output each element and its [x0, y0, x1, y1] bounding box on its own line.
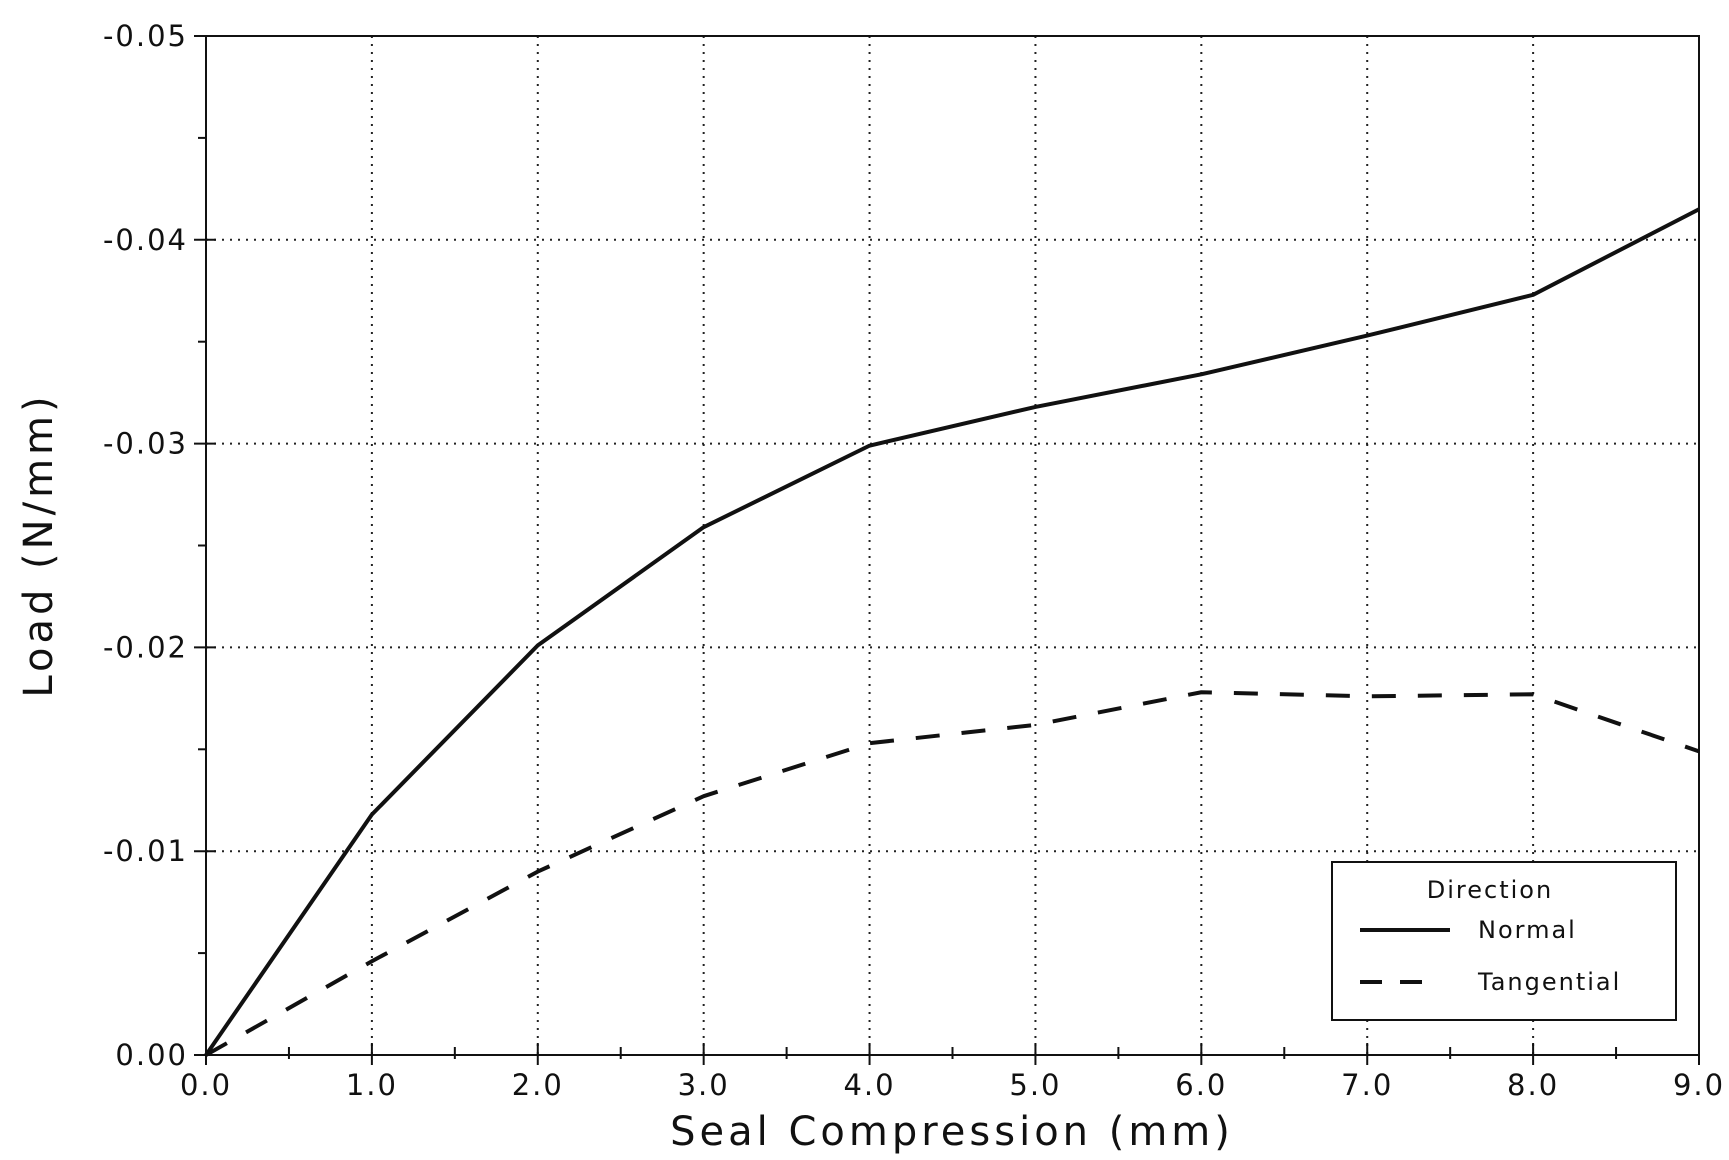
x-tick-label: 4.0 — [843, 1068, 895, 1102]
x-tick-label: 7.0 — [1341, 1068, 1393, 1102]
y-tick-label: -0.03 — [103, 427, 188, 461]
legend: Direction Normal Tangential — [1332, 862, 1676, 1020]
x-tick-label: 3.0 — [678, 1068, 730, 1102]
x-tick-label: 5.0 — [1009, 1068, 1061, 1102]
x-tick-label: 9.0 — [1673, 1068, 1725, 1102]
legend-label-tangential: Tangential — [1477, 968, 1621, 996]
y-tick-label: -0.01 — [103, 834, 188, 868]
y-tick-label: -0.02 — [103, 630, 188, 664]
y-tick-label: 0.00 — [115, 1038, 188, 1072]
x-tick-label: 0.0 — [180, 1068, 232, 1102]
legend-title: Direction — [1427, 876, 1553, 904]
y-tick-label: -0.04 — [103, 223, 188, 257]
legend-label-normal: Normal — [1478, 916, 1577, 944]
x-tick-label: 1.0 — [346, 1068, 398, 1102]
x-tick-label: 8.0 — [1507, 1068, 1559, 1102]
x-tick-label: 6.0 — [1175, 1068, 1227, 1102]
x-tick-label: 2.0 — [512, 1068, 564, 1102]
x-axis-label: Seal Compression (mm) — [670, 1109, 1234, 1155]
y-tick-label: -0.05 — [103, 19, 188, 53]
y-axis-label: Load (N/mm) — [16, 392, 62, 697]
